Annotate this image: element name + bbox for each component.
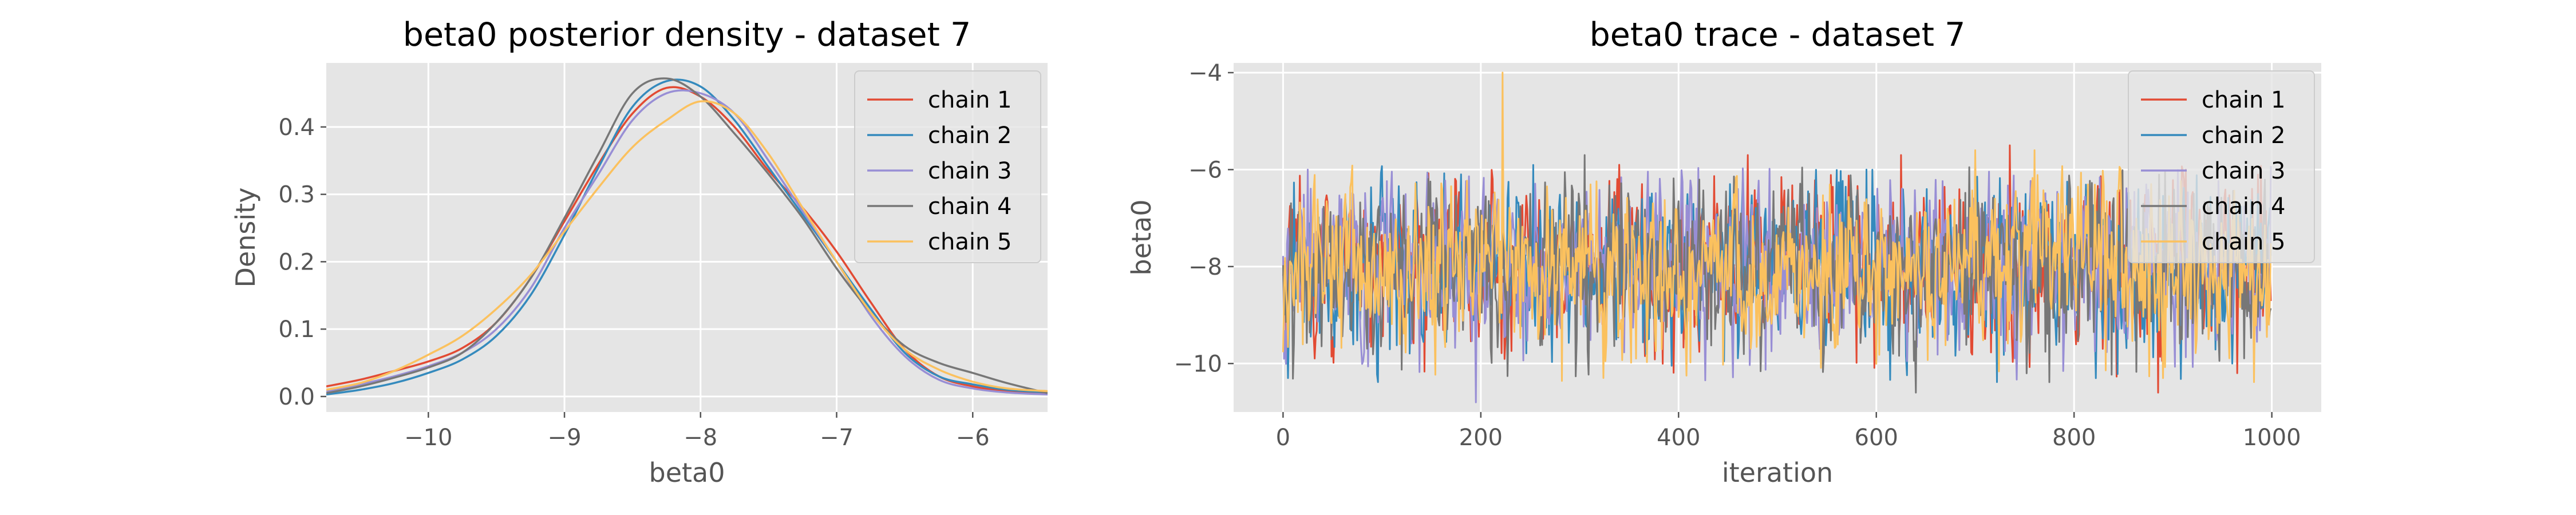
y-tick-label: 0.4 (278, 114, 315, 141)
trace-panel: 0 200 400 600 800 1000 −10 −8 −6 −4 beta0 trace - … (1126, 16, 2321, 488)
legend-box (2128, 70, 2315, 263)
x-tick-label: 400 (1657, 425, 1700, 451)
y-axis-label: Density (230, 188, 261, 288)
trace-line-chain-5 (1282, 72, 2272, 383)
legend-label-chain-3: chain 3 (2202, 158, 2285, 184)
y-tick-label: −4 (1188, 60, 1222, 86)
y-tick-label: −6 (1188, 157, 1222, 183)
legend: chain 1 chain 2 chain 3 chain 4 chain 5 (854, 70, 1041, 263)
legend-label-chain-2: chain 2 (2202, 122, 2285, 149)
x-axis-label: iteration (1722, 457, 1833, 488)
chart-title: beta0 posterior density - dataset 7 (403, 16, 971, 54)
x-axis-label: beta0 (649, 457, 725, 488)
legend-label-chain-1: chain 1 (2202, 87, 2285, 113)
y-tick-label: −8 (1188, 254, 1222, 280)
x-tick-label: −6 (956, 425, 990, 451)
legend-label-chain-1: chain 1 (928, 87, 1012, 113)
density-line-chain-4 (326, 77, 1048, 394)
x-tick-label: 800 (2052, 425, 2096, 451)
x-tick-label: 1000 (2243, 425, 2301, 451)
legend-label-chain-4: chain 4 (928, 193, 1012, 220)
x-tick-label: −8 (683, 425, 717, 451)
chart-title: beta0 trace - dataset 7 (1590, 16, 1966, 54)
x-tick-label: 0 (1276, 425, 1290, 451)
density-panel: −10 −9 −8 −7 −6 0.0 0.1 0.2 0.3 0.4 beta0 posterio… (230, 16, 1048, 488)
density-line-chain-5 (326, 100, 1048, 393)
density-line-chain-2 (326, 78, 1048, 396)
series-group (1282, 72, 2272, 403)
legend-label-chain-5: chain 5 (2202, 229, 2285, 255)
legend: chain 1 chain 2 chain 3 chain 4 chain 5 (2128, 70, 2315, 263)
y-tick-label: −10 (1174, 351, 1222, 377)
series-group (326, 77, 1048, 396)
legend-label-chain-5: chain 5 (928, 229, 1012, 255)
x-tick-label: 600 (1855, 425, 1898, 451)
x-tick-label: 200 (1459, 425, 1503, 451)
y-tick-label: 0.0 (278, 384, 315, 410)
legend-label-chain-2: chain 2 (928, 122, 1012, 149)
y-axis-label: beta0 (1126, 200, 1157, 276)
y-tick-label: 0.1 (278, 316, 315, 343)
legend-label-chain-3: chain 3 (928, 158, 1012, 184)
x-tick-label: −9 (548, 425, 582, 451)
x-tick-label: −7 (820, 425, 854, 451)
y-tick-label: 0.3 (278, 182, 315, 208)
legend-box (854, 70, 1041, 263)
x-tick-label: −10 (404, 425, 452, 451)
legend-label-chain-4: chain 4 (2202, 193, 2285, 220)
y-tick-label: 0.2 (278, 249, 315, 275)
